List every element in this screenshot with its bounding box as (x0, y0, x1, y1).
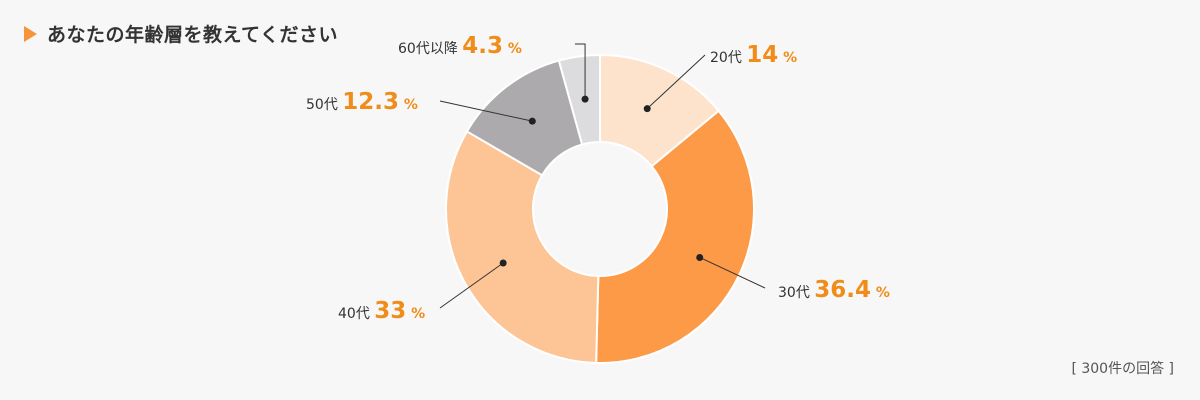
leader-line-2 (439, 262, 504, 309)
percent-sign: % (778, 50, 797, 66)
leader-line-3 (439, 100, 533, 122)
data-label-0: 20代 14 % (710, 42, 797, 68)
slice-2 (445, 130, 600, 364)
leader-line-1 (699, 257, 766, 289)
value-label: 4.3 (462, 33, 503, 59)
percent-sign: % (406, 306, 425, 322)
category-label: 20代 (710, 50, 746, 66)
triangle-right-icon (24, 25, 37, 42)
value-label: 33 (374, 298, 406, 324)
chart-title: あなたの年齢層を教えてください (47, 24, 338, 46)
value-label: 36.4 (814, 277, 871, 303)
category-label: 30代 (778, 285, 814, 301)
response-count: [ 300件の回答 ] (1071, 361, 1174, 377)
percent-sign: % (503, 41, 522, 57)
leader-line-0 (646, 54, 706, 110)
slice-1 (595, 109, 755, 364)
data-label-2: 40代 33 % (338, 298, 425, 324)
slice-4 (557, 53, 601, 146)
category-label: 60代以降 (398, 41, 462, 57)
slice-0 (599, 53, 721, 168)
leader-dot-0 (643, 105, 651, 113)
category-label: 40代 (338, 306, 374, 322)
leader-dot-3 (528, 117, 536, 125)
leader-line-4 (575, 43, 586, 100)
percent-sign: % (399, 97, 418, 113)
data-label-1: 30代 36.4 % (778, 277, 890, 303)
leader-dot-1 (696, 253, 704, 261)
leader-dot-4 (581, 95, 589, 103)
data-label-4: 60代以降 4.3 % (398, 33, 522, 59)
category-label: 50代 (306, 97, 342, 113)
value-label: 12.3 (342, 89, 399, 115)
leader-dot-2 (499, 259, 507, 267)
chart-header: あなたの年齢層を教えてください (24, 20, 338, 47)
percent-sign: % (871, 285, 890, 301)
value-label: 14 (746, 42, 778, 68)
data-label-3: 50代 12.3 % (306, 89, 418, 115)
